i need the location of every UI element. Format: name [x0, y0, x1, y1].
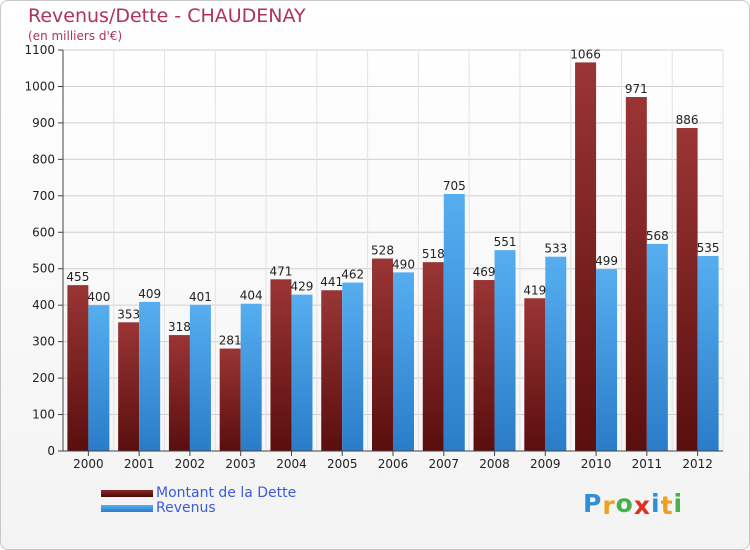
data-label: 353: [117, 307, 140, 321]
data-label: 469: [473, 265, 496, 279]
bars: [67, 62, 719, 452]
x-tick-label: 2008: [479, 457, 510, 471]
bar-dette: [67, 285, 89, 451]
y-tick-label: 1000: [24, 79, 55, 93]
data-label: 886: [676, 113, 699, 127]
data-label: 404: [240, 289, 263, 303]
data-label: 281: [219, 334, 242, 348]
bar-dette: [676, 128, 698, 451]
y-tick-label: 200: [32, 371, 55, 385]
bar-revenus: [697, 255, 719, 451]
y-tick-label: 0: [47, 444, 55, 458]
legend-swatch-revenus: [101, 505, 153, 512]
legend-label-dette: Montant de la Dette: [156, 485, 297, 501]
y-tick-label: 100: [32, 408, 55, 422]
data-label: 1066: [570, 47, 601, 61]
bar-revenus: [139, 301, 161, 451]
bar-revenus: [443, 193, 465, 451]
bar-revenus: [291, 294, 313, 451]
data-label: 409: [138, 287, 161, 301]
data-label: 462: [341, 268, 364, 282]
data-label: 528: [371, 244, 394, 258]
logo-letter: t: [660, 491, 674, 520]
bar-dette: [524, 298, 546, 451]
bar-dette: [270, 279, 292, 451]
y-tick-label: 300: [32, 335, 55, 349]
data-label: 535: [697, 241, 720, 255]
x-tick-label: 2010: [581, 457, 612, 471]
data-label: 401: [189, 290, 212, 304]
bar-dette: [321, 290, 343, 451]
data-label: 490: [392, 257, 415, 271]
data-label: 400: [87, 290, 110, 304]
bar-dette: [372, 258, 393, 451]
x-tick-label: 2001: [124, 457, 155, 471]
logo-letter: P: [583, 489, 603, 518]
logo-letter: i: [651, 489, 661, 518]
bar-dette: [575, 62, 597, 452]
bar-revenus: [494, 250, 516, 451]
y-tick-label: 1100: [24, 43, 55, 57]
bar-revenus: [342, 282, 364, 451]
bar-dette: [168, 335, 190, 451]
data-label: 441: [320, 275, 343, 289]
x-tick-label: 2002: [175, 457, 206, 471]
bar-revenus: [646, 243, 668, 451]
bar-dette: [422, 262, 444, 451]
axes: 0 100 200 300 400 500 600 700 800 900 1000 1100 2000…: [24, 43, 723, 471]
x-tick-label: 2006: [378, 457, 409, 471]
data-label: 499: [595, 254, 618, 268]
x-tick-label: 2012: [682, 457, 713, 471]
y-tick-label: 600: [32, 225, 55, 239]
data-label: 518: [422, 247, 445, 261]
x-tick-label: 2003: [225, 457, 256, 471]
data-label: 318: [168, 320, 191, 334]
data-label: 705: [443, 179, 466, 193]
y-tick-label: 700: [32, 189, 55, 203]
bar-dette: [219, 348, 241, 451]
y-tick-label: 500: [32, 262, 55, 276]
x-tick-label: 2011: [632, 457, 663, 471]
y-tick-label: 800: [32, 152, 55, 166]
bar-revenus: [189, 304, 211, 451]
bar-revenus: [545, 256, 567, 451]
bar-dette: [625, 97, 647, 451]
logo-letter: x: [633, 491, 651, 520]
logo-letter: i: [673, 489, 684, 518]
x-tick-label: 2009: [530, 457, 561, 471]
legend-label-revenus: Revenus: [156, 500, 216, 516]
proxiti-logo: Proxiti: [583, 489, 684, 520]
y-tick-label: 900: [32, 116, 55, 130]
x-tick-label: 2005: [327, 457, 358, 471]
x-tick-label: 2007: [428, 457, 459, 471]
y-tick-label: 400: [32, 298, 55, 312]
data-label: 551: [494, 235, 517, 249]
logo-letter: r: [602, 491, 616, 520]
x-tick-label: 2004: [276, 457, 307, 471]
data-label: 533: [544, 242, 567, 256]
data-label: 971: [625, 82, 648, 96]
bar-revenus: [88, 305, 110, 451]
data-label: 568: [646, 229, 669, 243]
bar-revenus: [240, 303, 262, 451]
bar-dette: [473, 280, 495, 451]
chart-title: Revenus/Dette - CHAUDENAY: [28, 5, 306, 27]
bar-revenus: [596, 269, 618, 451]
bar-dette: [118, 322, 140, 451]
data-label: 455: [66, 270, 89, 284]
data-label: 419: [523, 283, 546, 297]
x-tick-label: 2000: [73, 457, 104, 471]
chart-subtitle: (en milliers d'€): [28, 29, 123, 43]
data-label: 429: [291, 280, 314, 294]
bar-revenus: [393, 272, 414, 451]
logo-letter: o: [615, 489, 634, 518]
data-label: 471: [270, 264, 293, 278]
legend-swatch-dette: [101, 490, 153, 497]
